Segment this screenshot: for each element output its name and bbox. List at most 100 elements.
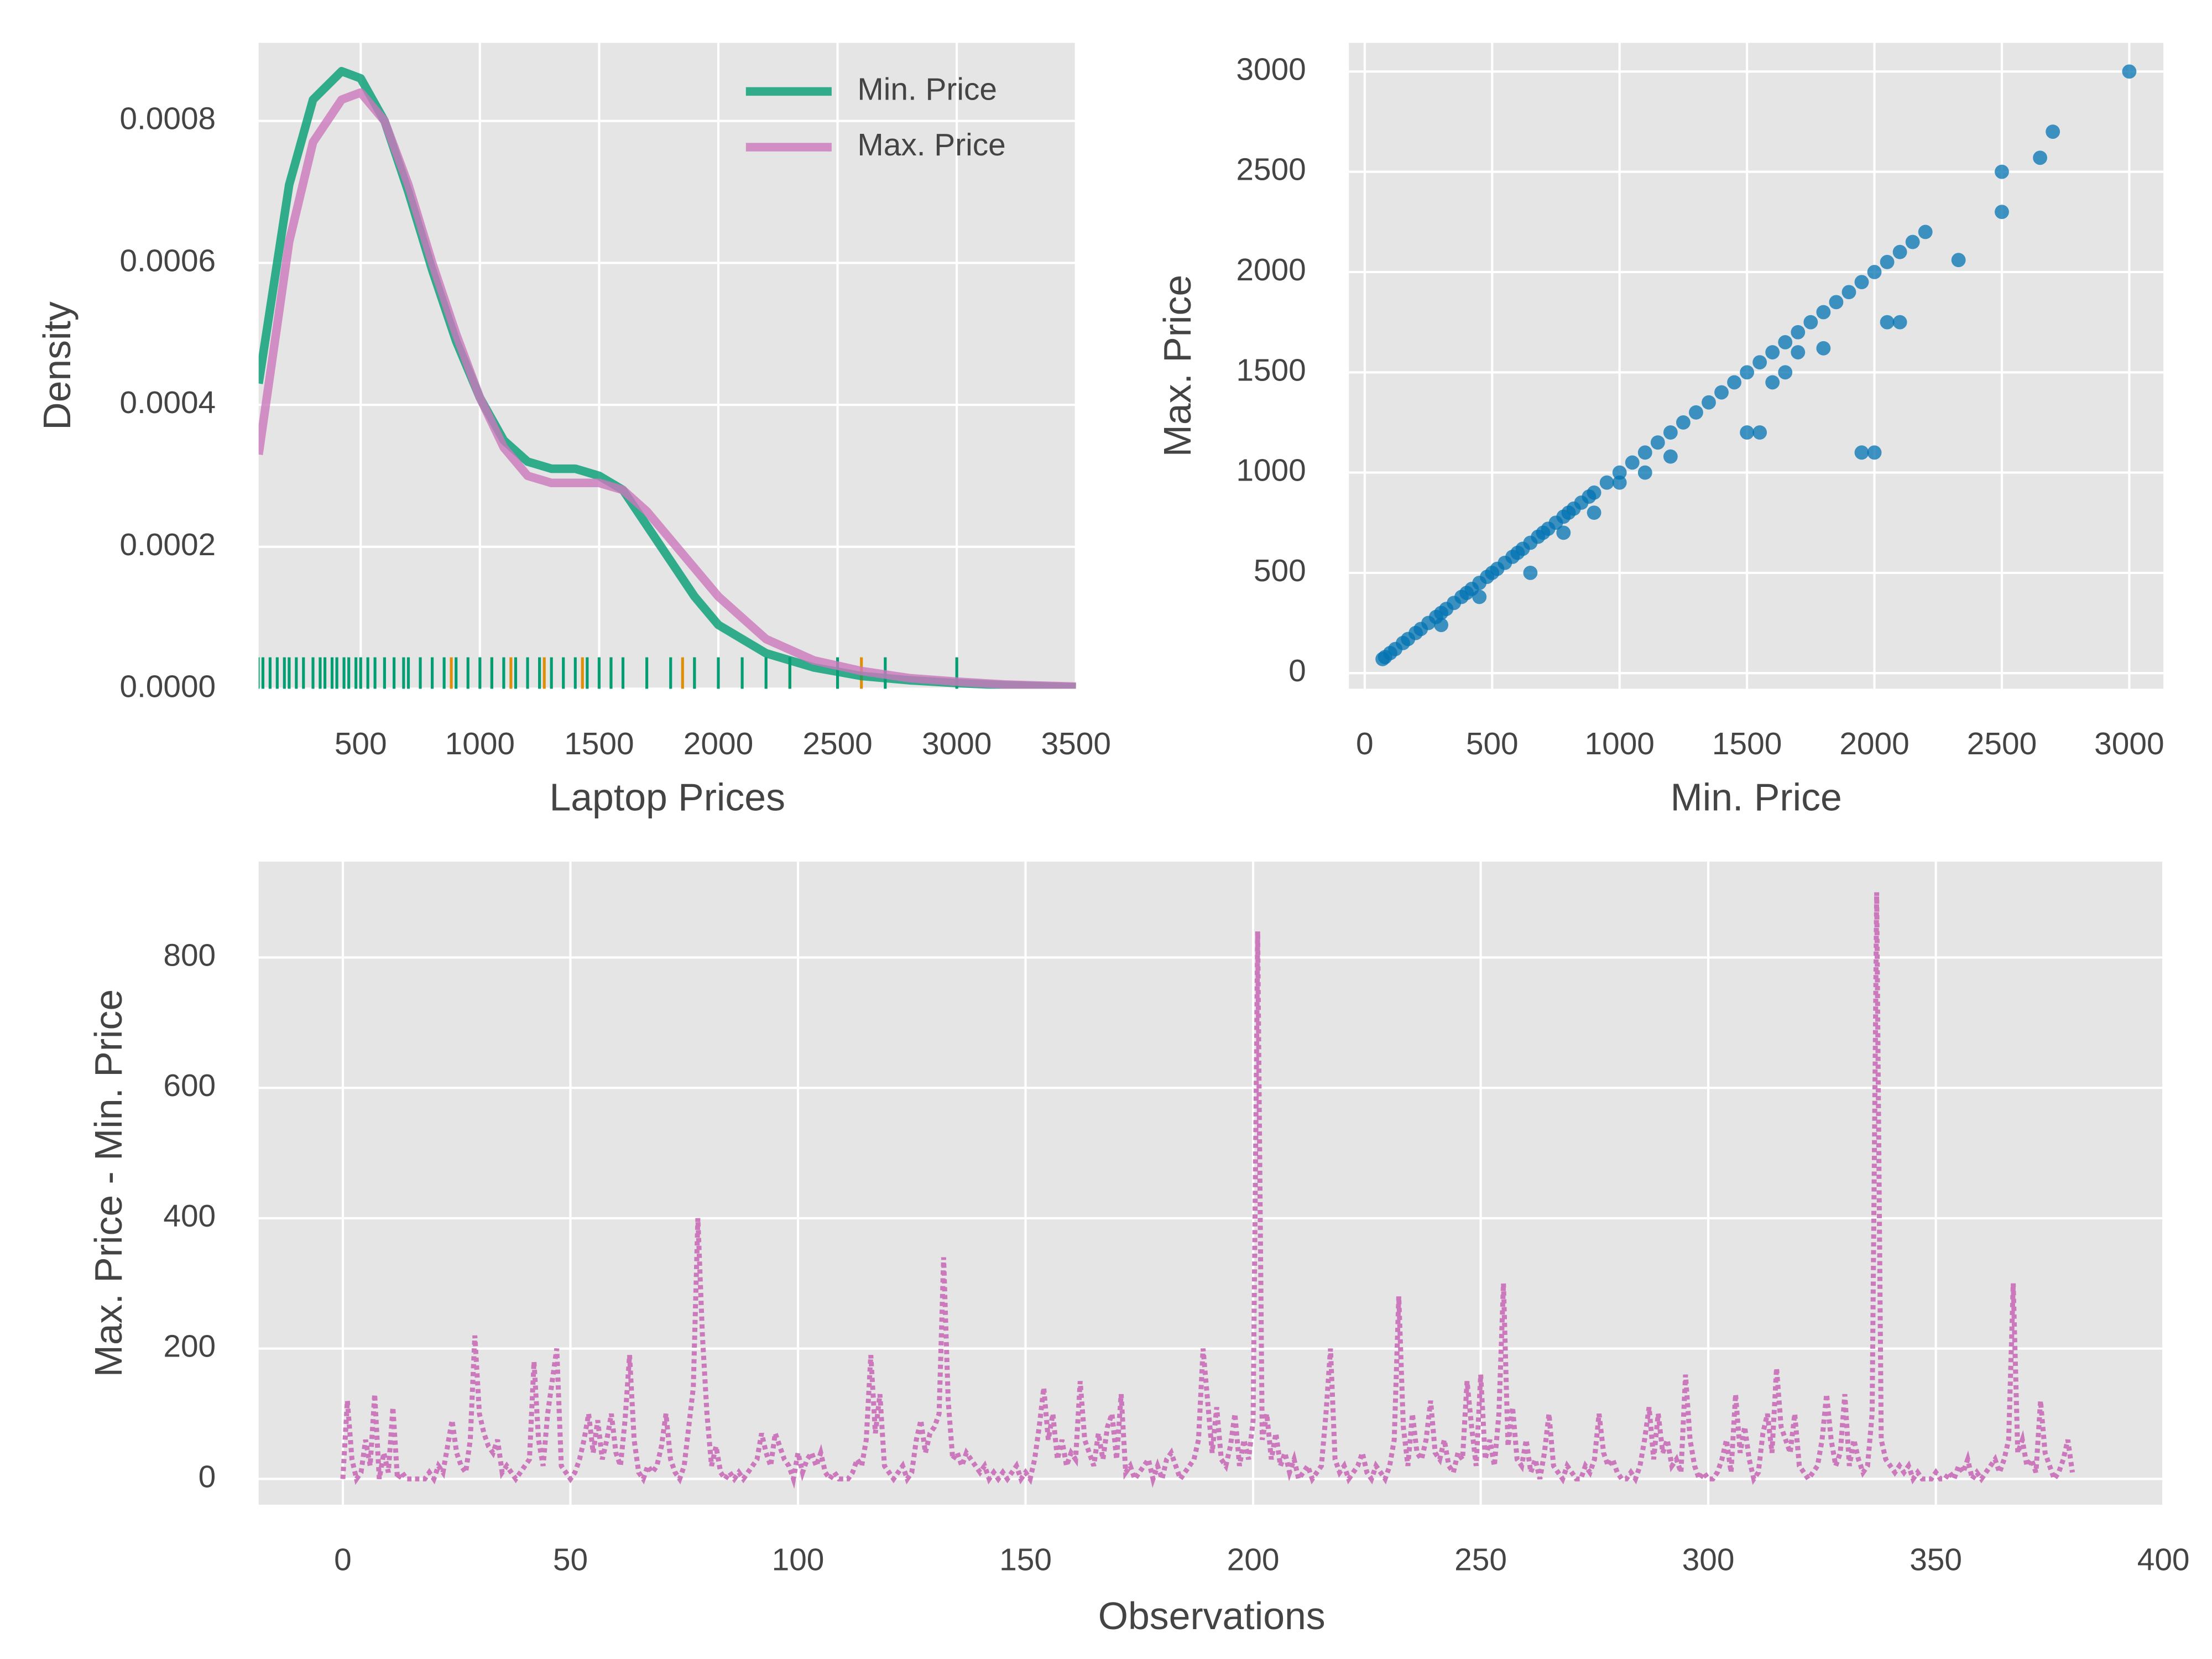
x-tick-label: 1500 — [1712, 727, 1782, 761]
point — [1714, 385, 1729, 400]
point — [1918, 225, 1933, 239]
point — [1892, 244, 1907, 259]
point — [1765, 375, 1780, 390]
point — [1472, 589, 1487, 604]
point — [1905, 234, 1920, 249]
point — [1816, 305, 1831, 320]
legend-label: Max. Price — [857, 128, 1005, 163]
x-axis-label: Min. Price — [1671, 775, 1842, 818]
y-tick-label: 2500 — [1236, 153, 1306, 187]
point — [2033, 150, 2048, 165]
x-tick-label: 2000 — [1839, 727, 1909, 761]
point — [1841, 285, 1856, 300]
point — [1663, 425, 1678, 440]
kde-line — [258, 88, 1076, 689]
y-tick-label: 0 — [199, 1459, 216, 1494]
point — [1625, 455, 1640, 470]
y-tick-label: 400 — [163, 1199, 216, 1234]
y-tick-label: 0.0002 — [119, 528, 216, 562]
x-tick-label: 2500 — [1967, 727, 2037, 761]
x-tick-label: 400 — [2137, 1542, 2190, 1577]
line — [340, 892, 2075, 1489]
x-tick-label: 0 — [1356, 727, 1374, 761]
point — [1612, 475, 1627, 490]
point — [1854, 275, 1869, 290]
y-tick-label: 0.0004 — [119, 385, 216, 420]
y-axis-label: Max. Price - Min. Price — [87, 989, 130, 1378]
point — [1880, 315, 1895, 330]
x-tick-label: 3000 — [922, 727, 992, 761]
x-tick-label: 100 — [772, 1542, 825, 1577]
y-tick-label: 0.0006 — [119, 243, 216, 278]
x-tick-label: 3000 — [2094, 727, 2164, 761]
point — [1612, 465, 1627, 480]
point — [1752, 355, 1767, 370]
y-tick-label: 1000 — [1236, 453, 1306, 488]
legend-label: Min. Price — [857, 72, 997, 107]
y-tick-label: 3000 — [1236, 52, 1306, 87]
point — [1587, 485, 1601, 500]
plot-marks — [258, 67, 1076, 689]
x-tick-label: 500 — [335, 727, 387, 761]
point — [1995, 205, 2009, 220]
point — [1791, 325, 1806, 340]
point — [1854, 445, 1869, 460]
y-tick-label: 200 — [163, 1329, 216, 1364]
plot-area — [258, 862, 2164, 1505]
point — [1689, 405, 1703, 420]
x-tick-label: 0 — [334, 1542, 352, 1577]
point — [1778, 335, 1793, 349]
point — [1556, 525, 1571, 540]
x-tick-label: 150 — [999, 1542, 1052, 1577]
point — [1637, 465, 1652, 480]
plot-marks — [340, 892, 2075, 1489]
point — [1867, 265, 1882, 279]
x-tick-label: 50 — [553, 1542, 588, 1577]
point — [1663, 449, 1678, 464]
y-tick-label: 0.0008 — [119, 102, 216, 137]
y-tick-label: 2000 — [1236, 253, 1306, 288]
x-tick-label: 2500 — [802, 727, 872, 761]
point — [1599, 475, 1614, 490]
x-axis-label: Laptop Prices — [549, 775, 785, 818]
x-tick-label: 1500 — [564, 727, 634, 761]
point — [1740, 425, 1755, 440]
x-tick-label: 200 — [1227, 1542, 1280, 1577]
y-axis-label: Max. Price — [1156, 275, 1199, 457]
point — [1995, 164, 2009, 179]
point — [1434, 618, 1449, 633]
point — [1650, 435, 1665, 450]
point — [1587, 505, 1601, 520]
point — [1676, 415, 1691, 430]
x-tick-label: 350 — [1910, 1542, 1962, 1577]
point — [1702, 395, 1716, 410]
point — [1765, 345, 1780, 359]
x-tick-label: 300 — [1682, 1542, 1735, 1577]
point — [1523, 565, 1538, 580]
point — [1740, 365, 1755, 380]
point — [2122, 64, 2137, 79]
y-tick-label: 600 — [163, 1068, 216, 1103]
y-tick-label: 1500 — [1236, 353, 1306, 388]
x-tick-label: 1000 — [445, 727, 515, 761]
y-tick-label: 500 — [1254, 554, 1306, 588]
point — [1791, 345, 1806, 359]
point — [1892, 315, 1907, 330]
point — [1752, 425, 1767, 440]
kde-line — [258, 67, 1076, 689]
x-tick-label: 1000 — [1584, 727, 1654, 761]
y-tick-label: 0.0000 — [119, 669, 216, 704]
point — [1816, 341, 1831, 356]
point — [1727, 375, 1741, 390]
point — [1778, 365, 1793, 380]
point — [1637, 445, 1652, 460]
y-tick-label: 0 — [1288, 654, 1306, 688]
plot-marks — [1375, 64, 2137, 666]
point — [1829, 295, 1844, 310]
x-tick-label: 500 — [1466, 727, 1519, 761]
y-axis-label: Density — [35, 301, 79, 430]
x-tick-label: 3500 — [1041, 727, 1111, 761]
point — [1867, 445, 1882, 460]
